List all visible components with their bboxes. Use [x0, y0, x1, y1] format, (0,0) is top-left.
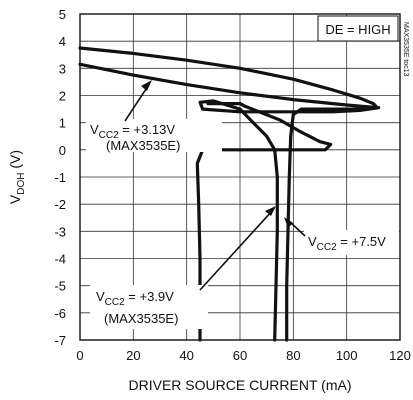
label-vcc2-3-9-arrowhead: [265, 206, 276, 216]
y-tick-label: 3: [59, 61, 66, 76]
y-tick-label: 2: [59, 89, 66, 104]
y-tick-label: 1: [59, 116, 66, 131]
label-vcc2-7-5-arrowhead: [284, 217, 293, 228]
label-vcc2-3-13-bg: [86, 119, 222, 152]
label-vcc2-7-5-line1: VCC2 = +7.5V: [308, 234, 386, 253]
y-tick-label: 4: [59, 34, 66, 49]
x-tick-label: 0: [76, 348, 83, 363]
y-tick-label: -1: [54, 170, 66, 185]
x-tick-label: 60: [233, 348, 247, 363]
label-vcc2-3-9-line2: (MAX3535E): [104, 311, 178, 326]
label-vcc2-3-9-line1: VCC2 = +3.9V: [96, 289, 174, 308]
y-axis-title-unit: (V): [7, 150, 23, 173]
series-vcc2-3-13v: [78, 62, 381, 342]
x-tick-label: 120: [389, 348, 411, 363]
label-vcc2-7-5: VCC2 = +7.5V: [284, 217, 399, 255]
y-axis-title: VDOH (V): [7, 150, 27, 204]
label-vcc2-3-13-line1: VCC2 = +3.13V: [90, 122, 175, 141]
y-axis-title-main: V: [7, 194, 23, 204]
y-tick-label: -4: [54, 252, 66, 267]
annotation-box: DE = HIGH: [317, 15, 399, 42]
x-tick-labels: 0 20 40 60 80 100 120: [76, 348, 410, 363]
watermark: MAX3535E toc13: [402, 22, 409, 77]
label-vcc2-3-9-bg: [90, 285, 208, 329]
y-tick-label: 0: [59, 143, 66, 158]
series-group: [78, 46, 381, 342]
y-tick-label: -5: [54, 279, 66, 294]
x-tick-label: 100: [336, 348, 358, 363]
label-vcc2-3-13-arrow-line: [124, 85, 149, 122]
y-tick-label: -3: [54, 224, 66, 239]
x-tick-label: 40: [179, 348, 193, 363]
label-vcc2-7-5-bg: [304, 230, 399, 255]
x-tick-label: 80: [286, 348, 300, 363]
y-tick-labels: 5 4 3 2 1 0 -1 -2 -3 -4 -5 -6 -7: [54, 7, 66, 348]
plot-area-frame: [79, 13, 401, 341]
label-vcc2-3-13-arrowhead: [141, 80, 152, 91]
label-vcc2-3-13: VCC2 = +3.13V (MAX3535E): [86, 80, 222, 153]
x-axis-title: DRIVER SOURCE CURRENT (mA): [129, 377, 352, 393]
svg-text:VDOH (V): VDOH (V): [7, 150, 27, 204]
label-vcc2-3-9-arrow-line: [199, 210, 273, 291]
label-vcc2-3-9: VCC2 = +3.9V (MAX3535E): [90, 206, 276, 329]
label-vcc2-3-13-line2: (MAX3535E): [106, 138, 180, 153]
y-tick-label: -6: [54, 306, 66, 321]
series-vcc2-3-9v: [195, 102, 333, 342]
x-tick-label: 20: [126, 348, 140, 363]
y-tick-label: -7: [54, 333, 66, 348]
y-tick-label: -2: [54, 197, 66, 212]
annotation-box-text: DE = HIGH: [325, 22, 390, 37]
annotation-box-frame: [317, 15, 399, 42]
y-axis-title-sub: DOH: [16, 172, 27, 194]
y-tick-label: 5: [59, 7, 66, 22]
